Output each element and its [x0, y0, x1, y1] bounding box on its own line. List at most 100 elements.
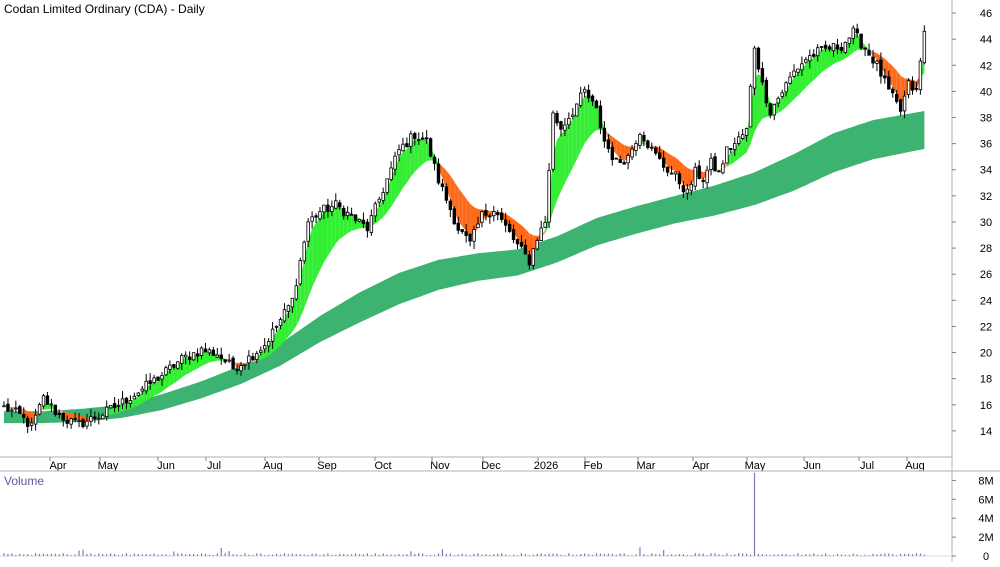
short-term-band-segment — [406, 141, 411, 183]
candle-body — [389, 167, 393, 180]
short-term-band-segment — [316, 217, 320, 279]
short-term-band-segment — [268, 337, 273, 356]
short-term-band-segment — [742, 133, 747, 156]
candle-body — [93, 416, 97, 420]
candle-body — [160, 375, 164, 380]
candle-body — [183, 354, 188, 358]
candle-body — [341, 207, 346, 217]
candle-body — [53, 404, 58, 415]
short-term-band-segment — [327, 208, 332, 256]
short-term-band-segment — [375, 205, 380, 224]
candle-body — [227, 359, 231, 362]
volume-tick-label: 6M — [978, 494, 993, 506]
candle-body — [270, 328, 275, 342]
candle-body — [357, 219, 362, 222]
time-tick-label: Nov — [430, 460, 450, 472]
candle-body — [610, 146, 614, 161]
candle-body — [594, 100, 599, 109]
short-term-band-segment — [797, 68, 802, 96]
price-tick-label: 14 — [980, 426, 992, 438]
candle-body — [25, 417, 30, 427]
candle-body — [527, 254, 532, 266]
candle-body — [428, 138, 433, 157]
candle-body — [883, 75, 887, 79]
candle-body — [105, 406, 109, 418]
candle-body — [551, 112, 555, 170]
candle-body — [851, 27, 855, 39]
short-term-band-segment — [169, 368, 174, 386]
candle-body — [729, 148, 733, 150]
candle-body — [792, 70, 796, 77]
candle-body — [519, 241, 524, 247]
candle-body — [646, 140, 650, 148]
short-term-band-segment — [884, 58, 889, 81]
candle-body — [448, 200, 453, 211]
candle-body — [499, 212, 504, 220]
candle-body — [424, 137, 429, 140]
candle-body — [33, 414, 38, 425]
candle-body — [460, 229, 464, 232]
candle-body — [476, 223, 480, 228]
candle-body — [812, 53, 816, 57]
candle-body — [772, 104, 776, 116]
candle-body — [37, 403, 42, 415]
short-term-band-segment — [790, 77, 794, 104]
short-term-band-segment — [422, 138, 427, 165]
volume-axis: 0 2M 4M 6M 8M — [952, 475, 994, 563]
time-tick-label: Sep — [317, 460, 337, 472]
candle-body — [306, 221, 310, 242]
candle-body — [863, 47, 867, 50]
short-term-band-segment — [616, 139, 621, 159]
candle-body — [669, 172, 674, 175]
candle-body — [484, 210, 488, 216]
candle-body — [81, 419, 85, 428]
candle-body — [298, 260, 302, 285]
time-tick-label: Aug — [905, 460, 925, 472]
candle-body — [602, 127, 607, 142]
candle-body — [405, 143, 409, 148]
candle-body — [468, 233, 472, 242]
candle-body — [618, 158, 622, 164]
candle-body — [875, 60, 879, 64]
short-term-band-segment — [608, 133, 613, 150]
time-tick-label: Mar — [637, 460, 656, 472]
volume-tick-label: 8M — [978, 475, 993, 487]
short-term-band-segment — [671, 155, 676, 171]
long-term-band — [4, 111, 925, 424]
candle-body — [819, 46, 824, 48]
candle-body — [598, 105, 603, 129]
candle-body — [685, 188, 690, 194]
candle-body — [239, 365, 243, 372]
candle-body — [709, 157, 713, 170]
candle-body — [800, 63, 804, 71]
candle-body — [843, 41, 848, 53]
candle-body — [650, 146, 654, 149]
candle-body — [642, 134, 646, 142]
candle-body — [377, 198, 381, 203]
candle-body — [148, 380, 152, 385]
candle-body — [97, 417, 101, 420]
volume-tick-label: 4M — [978, 513, 993, 525]
candle-body — [756, 47, 761, 70]
short-term-band-segment — [158, 378, 162, 394]
candle-body — [717, 170, 721, 173]
short-term-band-segment — [509, 216, 514, 233]
candle-body — [164, 367, 168, 376]
short-term-band-segment — [414, 139, 419, 172]
candle-body — [215, 354, 219, 358]
time-tick-label: Jun — [157, 460, 175, 472]
candle-body — [124, 397, 129, 404]
candle-body — [136, 392, 140, 396]
candle-body — [417, 138, 421, 141]
candle-body — [543, 222, 547, 228]
price-tick-label: 20 — [980, 348, 992, 360]
short-term-band-segment — [829, 46, 834, 67]
candle-body — [725, 146, 729, 164]
candle-body — [262, 345, 267, 350]
candle-body — [816, 47, 820, 57]
time-tick-label: Aug — [263, 460, 283, 472]
short-term-band-segment — [276, 325, 281, 350]
candle-body — [152, 377, 156, 384]
price-tick-label: 38 — [980, 113, 992, 125]
